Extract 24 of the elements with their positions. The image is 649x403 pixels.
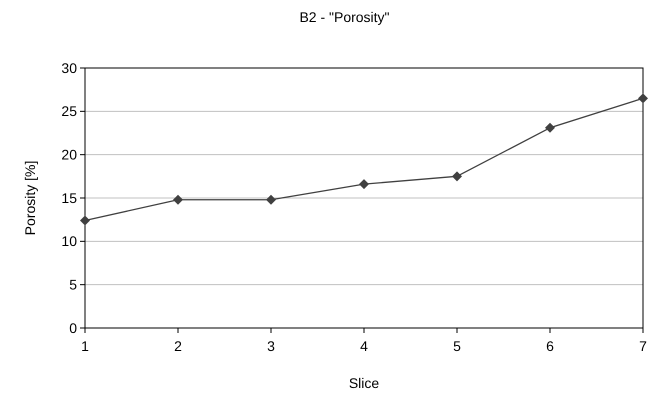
x-tick-label: 2: [174, 338, 182, 354]
chart-title: B2 - "Porosity": [299, 9, 390, 25]
point: [452, 171, 462, 182]
y-tick-label: 10: [61, 233, 78, 250]
x-tick-label: 6: [546, 338, 554, 354]
point: [545, 122, 555, 133]
x-tick-label: 7: [639, 338, 648, 354]
point: [173, 194, 183, 205]
y-tick-label: 25: [61, 103, 78, 120]
x-tick-label: 4: [360, 338, 368, 354]
x-tick-label: 3: [267, 338, 276, 354]
point: [266, 194, 276, 205]
y-tick-label: 15: [61, 190, 78, 206]
y-axis-title: Porosity [%]: [22, 160, 38, 236]
x-tick-label: 5: [453, 338, 462, 354]
y-tick-label: 30: [61, 60, 78, 76]
point: [80, 216, 90, 226]
point: [359, 179, 369, 190]
point: [638, 93, 648, 104]
y-tick-label: 0: [69, 320, 78, 336]
y-tick-label: 20: [61, 146, 78, 163]
y-tick-label: 5: [69, 276, 78, 293]
x-tick-label: 1: [81, 338, 90, 354]
x-axis-title: Slice: [348, 375, 380, 391]
